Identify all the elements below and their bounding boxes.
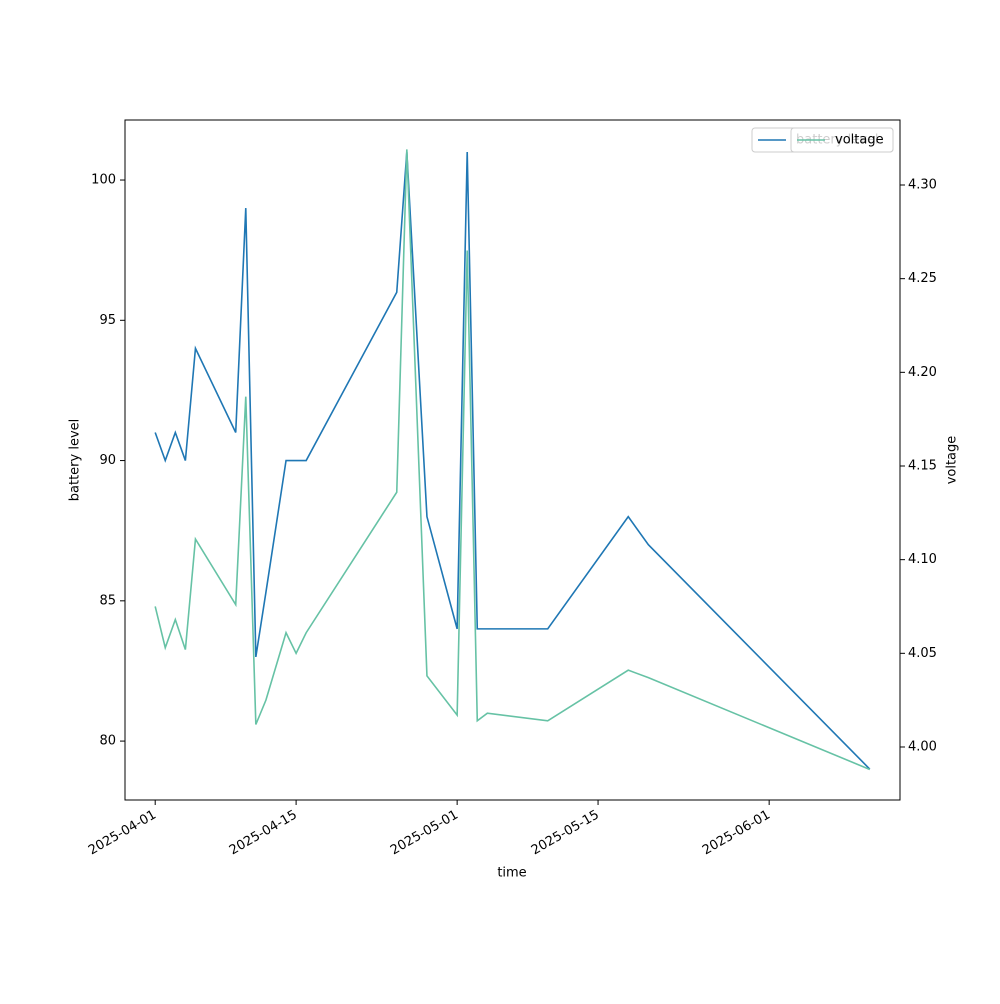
- legend-label: voltage: [835, 133, 884, 148]
- x-axis-label: time: [497, 866, 526, 881]
- y2-tick-label: 4.25: [908, 271, 937, 286]
- x-tick-label: 2025-04-15: [227, 808, 300, 859]
- y2-tick-label: 4.10: [908, 552, 937, 567]
- x-tick-label: 2025-05-15: [529, 808, 602, 859]
- plot-frame: [124, 119, 901, 801]
- y-axis-label: battery level: [68, 419, 83, 502]
- y-tick-label: 95: [99, 313, 116, 328]
- x-tick-label: 2025-05-01: [388, 808, 461, 859]
- y-tick-label: 100: [91, 173, 116, 188]
- y2-tick-label: 4.20: [908, 365, 937, 380]
- x-tick-label: 2025-06-01: [700, 808, 773, 859]
- series-line: [154, 149, 871, 771]
- y2-tick-label: 4.30: [908, 178, 937, 193]
- y2-tick-label: 4.15: [908, 458, 937, 473]
- y-tick-label: 90: [99, 453, 116, 468]
- series-line: [154, 151, 871, 770]
- legend-box: [790, 127, 894, 153]
- y-tick-label: 80: [99, 734, 116, 749]
- y2-tick-label: 4.00: [908, 739, 937, 754]
- y-tick-label: 85: [99, 593, 116, 608]
- x-tick-label: 2025-04-01: [86, 808, 159, 859]
- y2-axis-label: voltage: [945, 436, 960, 485]
- y2-tick-label: 4.05: [908, 646, 937, 661]
